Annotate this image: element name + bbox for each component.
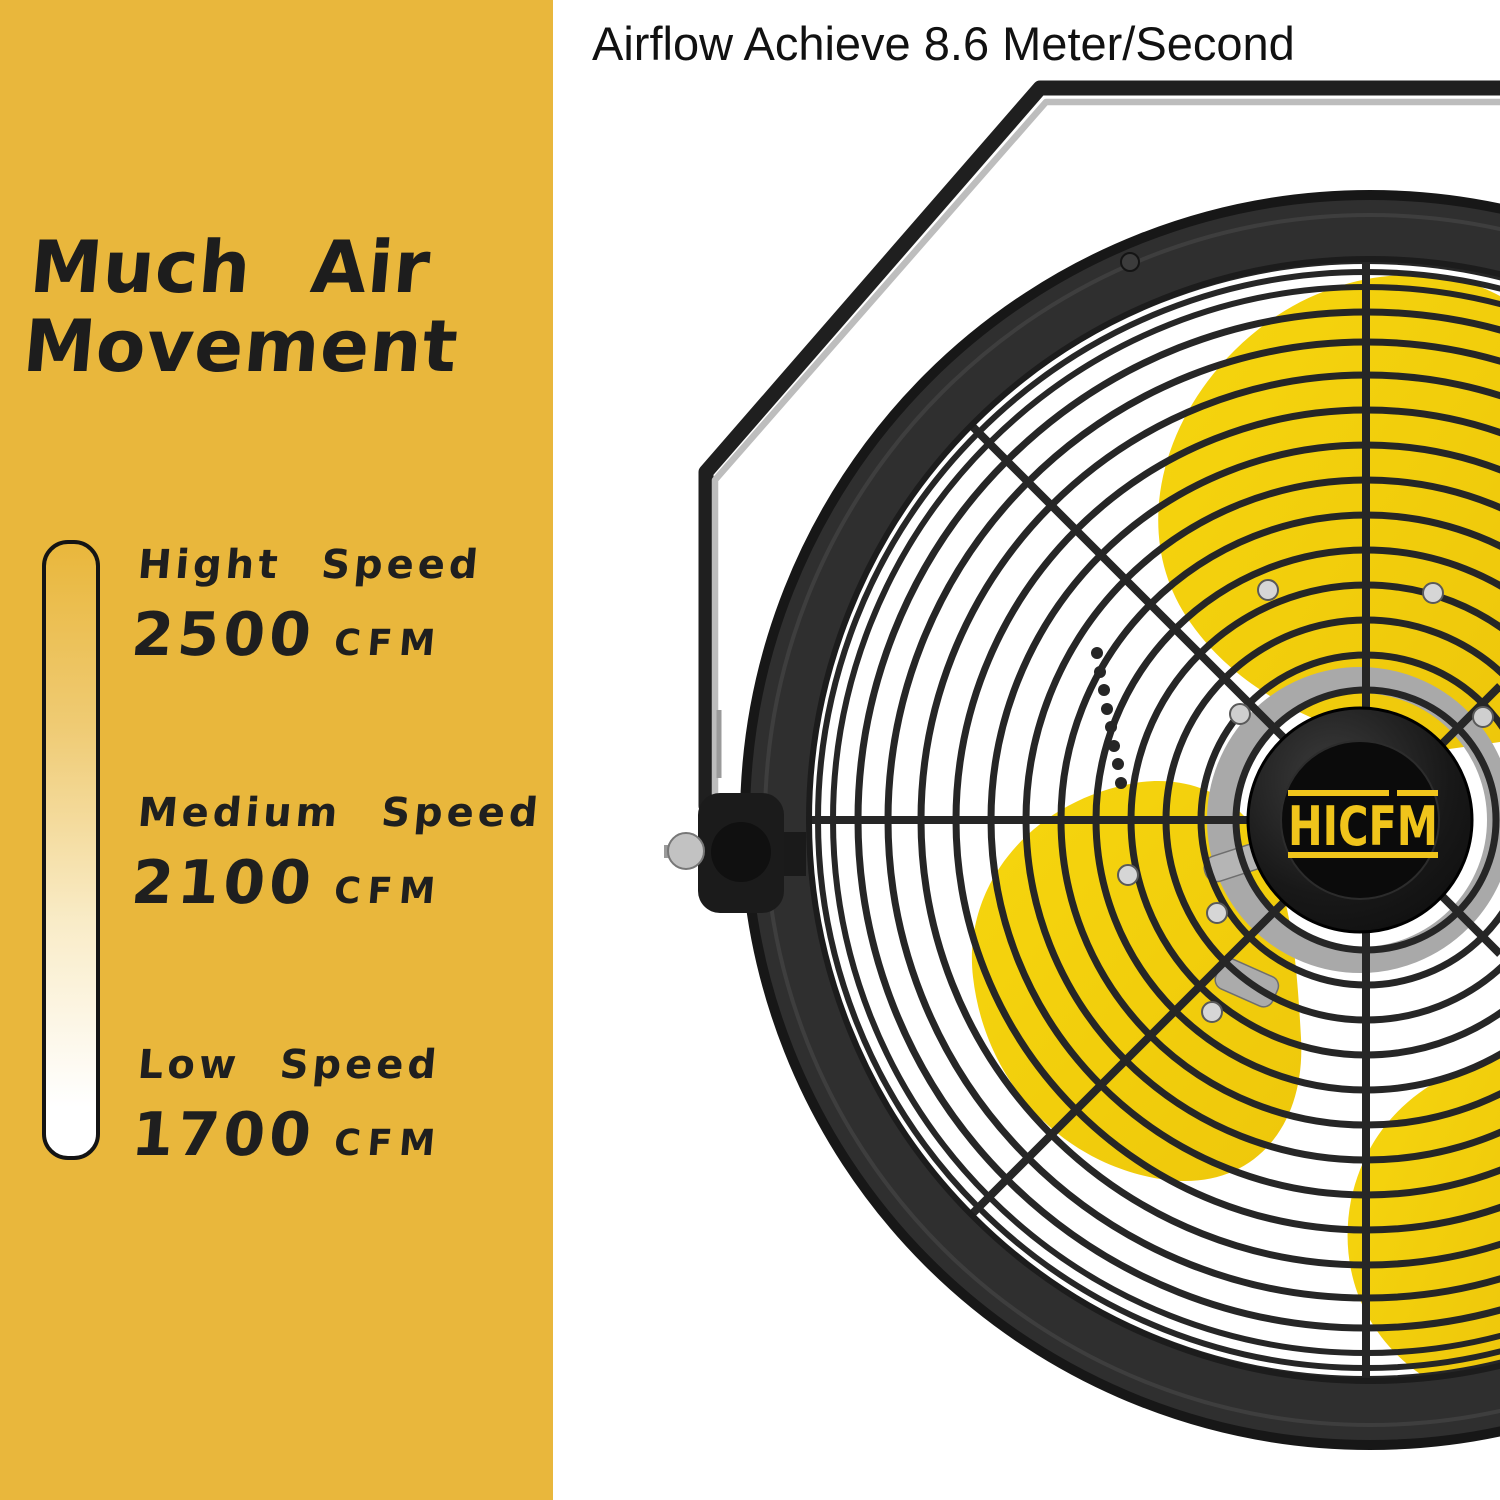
airflow-title: Airflow Achieve 8.6 Meter/Second	[592, 17, 1295, 70]
left-yellow-panel: Much Air Movement Hight Speed 2500 CFM M…	[0, 0, 553, 1500]
wing-bolt	[667, 832, 705, 870]
rim-screw	[1120, 252, 1140, 272]
hicfm-logo-text: HICFM	[1288, 795, 1438, 858]
guard-spokes	[807, 261, 1500, 1379]
guard-rivets	[1117, 579, 1444, 1023]
mount-bracket	[698, 80, 1500, 814]
hub-bolt-right	[1472, 706, 1494, 728]
pivot-knob	[664, 793, 806, 913]
hicfm-logo: HICFM	[1288, 790, 1438, 858]
fan-hub: HICFM	[1229, 703, 1494, 934]
pull-chain	[1091, 647, 1127, 789]
speed-gauge-bar	[42, 540, 100, 1160]
hub-bolt-left	[1229, 703, 1251, 725]
